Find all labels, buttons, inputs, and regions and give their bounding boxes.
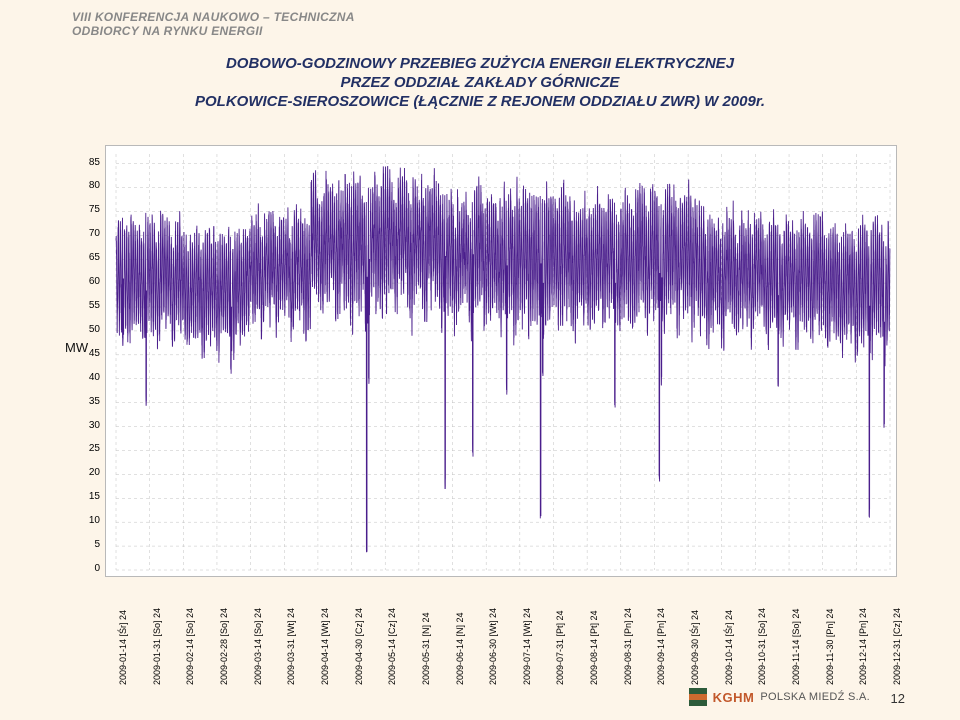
y-tick-label: 60 (76, 276, 100, 287)
footer-brand-2: POLSKA MIEDŹ S.A. (760, 691, 870, 703)
y-tick-label: 10 (76, 515, 100, 526)
x-tick-label: 2009-09-14 [Pn] 24 (656, 608, 666, 685)
y-tick-label: 45 (76, 348, 100, 359)
chart-svg (106, 146, 896, 576)
x-tick-label: 2009-12-31 [Cz] 24 (892, 608, 902, 685)
kghm-logo-icon (689, 688, 707, 706)
x-tick-label: 2009-03-14 [So] 24 (253, 608, 263, 685)
x-tick-label: 2009-05-31 [N] 24 (421, 612, 431, 685)
x-tick-label: 2009-08-31 [Pn] 24 (623, 608, 633, 685)
y-tick-label: 70 (76, 228, 100, 239)
y-tick-label: 75 (76, 204, 100, 215)
page-number: 12 (891, 691, 905, 706)
x-tick-label: 2009-10-14 [Śr] 24 (724, 610, 734, 685)
x-tick-label: 2009-03-31 [Wt] 24 (286, 608, 296, 685)
y-tick-label: 20 (76, 467, 100, 478)
slide-title: DOBOWO-GODZINOWY PRZEBIEG ZUŻYCIA ENERGI… (0, 54, 960, 111)
chart-area (105, 145, 897, 577)
footer-brand-1: KGHM (713, 690, 755, 705)
y-tick-label: 15 (76, 491, 100, 502)
x-tick-label: 2009-04-14 [Wt] 24 (320, 608, 330, 685)
x-tick-label: 2009-02-14 [So] 24 (185, 608, 195, 685)
title-line-1: DOBOWO-GODZINOWY PRZEBIEG ZUŻYCIA ENERGI… (226, 55, 734, 72)
y-tick-label: 35 (76, 396, 100, 407)
header-line-2: ODBIORCY NA RYNKU ENERGII (72, 24, 263, 38)
x-tick-label: 2009-12-14 [Pn] 24 (858, 608, 868, 685)
y-tick-label: 40 (76, 372, 100, 383)
y-tick-label: 55 (76, 300, 100, 311)
y-axis-ticks: 0 5 10 15 20 25 30 35 40 45 50 55 60 65 70 75 80 85 (76, 145, 100, 575)
y-tick-label: 80 (76, 180, 100, 191)
x-tick-label: 2009-06-14 [N] 24 (455, 612, 465, 685)
conference-header: VIII KONFERENCJA NAUKOWO – TECHNICZNA OD… (72, 10, 355, 38)
y-tick-label: 25 (76, 443, 100, 454)
y-tick-label: 5 (76, 539, 100, 550)
x-tick-label: 2009-11-30 [Pn] 24 (825, 609, 835, 685)
x-tick-label: 2009-09-30 [Śr] 24 (690, 610, 700, 685)
x-tick-label: 2009-02-28 [So] 24 (219, 608, 229, 685)
x-tick-label: 2009-08-14 [Pt] 24 (589, 610, 599, 685)
x-tick-label: 2009-04-30 [Cz] 24 (354, 608, 364, 685)
x-tick-label: 2009-07-31 [Pt] 24 (555, 610, 565, 685)
x-tick-label: 2009-11-14 [So] 24 (791, 609, 801, 685)
x-tick-label: 2009-06-30 [Wt] 24 (488, 608, 498, 685)
y-tick-label: 30 (76, 420, 100, 431)
x-tick-label: 2009-05-14 [Cz] 24 (387, 608, 397, 685)
y-tick-label: 0 (76, 563, 100, 574)
y-tick-label: 50 (76, 324, 100, 335)
x-tick-label: 2009-01-14 [Śr] 24 (118, 610, 128, 685)
x-axis-ticks: 2009-01-14 [Śr] 24 2009-01-31 [So] 24 2009… (105, 580, 895, 695)
x-tick-label: 2009-07-14 [Wt] 24 (522, 608, 532, 685)
x-tick-label: 2009-01-31 [So] 24 (152, 608, 162, 685)
footer-logo: KGHM POLSKA MIEDŹ S.A. (689, 688, 870, 706)
x-tick-label: 2009-10-31 [So] 24 (757, 608, 767, 685)
title-line-2: PRZEZ ODDZIAŁ ZAKŁADY GÓRNICZE (341, 74, 620, 91)
y-tick-label: 65 (76, 252, 100, 263)
y-tick-label: 85 (76, 157, 100, 168)
title-line-3: POLKOWICE-SIEROSZOWICE (ŁĄCZNIE Z REJONE… (195, 93, 765, 110)
header-line-1: VIII KONFERENCJA NAUKOWO – TECHNICZNA (72, 10, 355, 24)
